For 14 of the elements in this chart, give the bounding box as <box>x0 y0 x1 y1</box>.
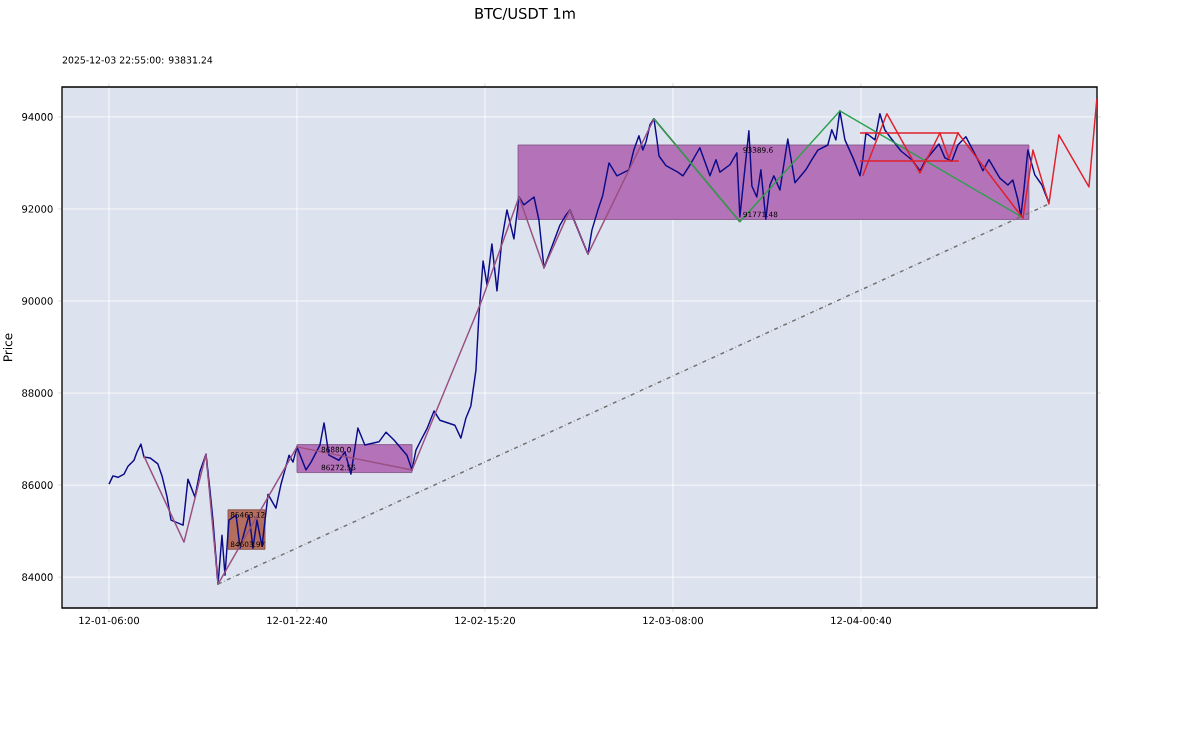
y-axis-title: Price <box>3 333 13 361</box>
chart-title: BTC/USDT 1m <box>475 7 575 21</box>
y-tick-label: 86000 <box>22 481 53 489</box>
x-tick-label: 12-02-15:20 <box>455 616 516 625</box>
x-tick-label: 12-04-00:40 <box>831 616 891 625</box>
y-tick-label: 94000 <box>22 113 53 121</box>
y-tick-label: 92000 <box>22 205 53 213</box>
x-tick-label: 12-01-06:00 <box>79 616 140 625</box>
y-tick-label: 90000 <box>22 297 53 305</box>
chart-subtitle: 2025-12-03 22:55:00: 93831.24 <box>62 56 213 64</box>
y-tick-label: 88000 <box>22 389 53 397</box>
x-tick-label: 12-01-22:40 <box>267 616 328 625</box>
y-tick-label: 84000 <box>22 573 53 581</box>
x-tick-label: 12-03-08:00 <box>643 616 703 625</box>
